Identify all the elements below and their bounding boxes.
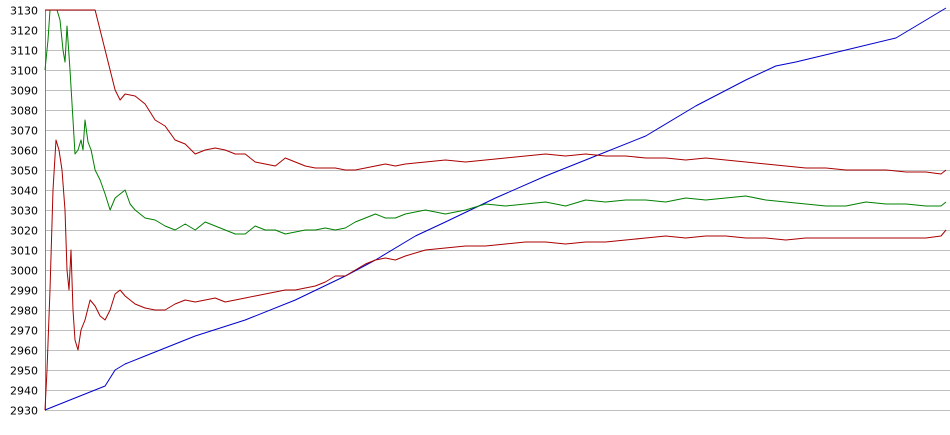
y-tick-label: 3090 bbox=[10, 85, 38, 98]
y-tick-label: 3010 bbox=[10, 245, 38, 258]
y-tick-label: 2970 bbox=[10, 325, 38, 338]
series-line-3 bbox=[45, 9, 947, 175]
y-tick-label: 2940 bbox=[10, 385, 38, 398]
y-tick-label: 3000 bbox=[10, 265, 38, 278]
y-tick-label: 3060 bbox=[10, 145, 38, 158]
y-tick-label: 2960 bbox=[10, 345, 38, 358]
series-lines bbox=[44, 7, 947, 411]
y-tick-label: 2950 bbox=[10, 365, 38, 378]
series-line-1 bbox=[44, 7, 947, 411]
series-line-2 bbox=[44, 9, 947, 235]
y-tick-label: 3040 bbox=[10, 185, 38, 198]
y-tick-label: 3020 bbox=[10, 225, 38, 238]
y-tick-labels: 3130 3120 3110 3100 3090 3080 3070 3060 3050 3040… bbox=[10, 5, 38, 418]
y-tick-label: 3030 bbox=[10, 205, 38, 218]
y-tick-label: 2980 bbox=[10, 305, 38, 318]
y-tick-label: 3050 bbox=[10, 165, 38, 178]
y-tick-label: 3080 bbox=[10, 105, 38, 118]
gridlines bbox=[45, 10, 950, 411]
y-tick-label: 2990 bbox=[10, 285, 38, 298]
y-tick-label: 2930 bbox=[10, 405, 38, 418]
y-tick-label: 3110 bbox=[10, 45, 38, 58]
y-tick-label: 3070 bbox=[10, 125, 38, 138]
series-line-4 bbox=[44, 139, 947, 411]
y-tick-label: 3120 bbox=[10, 25, 38, 38]
y-tick-label: 3100 bbox=[10, 65, 38, 78]
y-tick-label: 3130 bbox=[10, 5, 38, 18]
